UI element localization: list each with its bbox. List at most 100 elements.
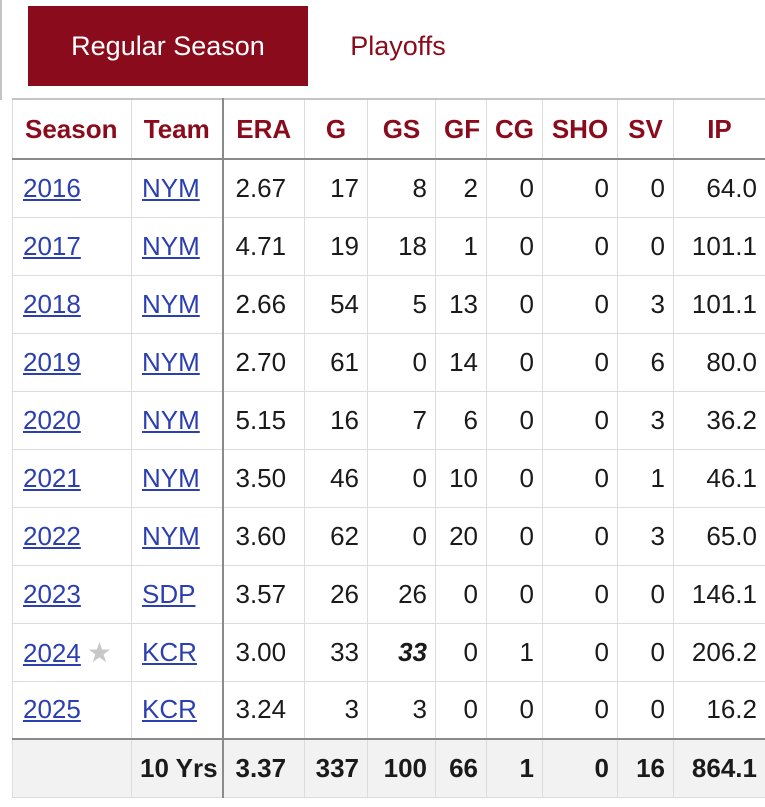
sv-cell: 0 bbox=[617, 622, 674, 682]
season-link[interactable]: 2021 bbox=[23, 462, 81, 493]
team-link[interactable]: NYM bbox=[142, 230, 200, 261]
sho-cell: 0 bbox=[542, 680, 618, 740]
team-link[interactable]: NYM bbox=[142, 404, 200, 435]
table-row: 2024 ★ KCR 3.00 33 33 0 1 0 0 206.2 bbox=[12, 622, 765, 682]
gf-cell: 2 bbox=[435, 158, 487, 218]
era-cell: 3.24 bbox=[222, 680, 305, 740]
table-row: 2019 NYM 2.70 61 0 14 0 0 6 80.0 bbox=[12, 332, 765, 392]
sho-cell: 0 bbox=[542, 448, 618, 508]
cg-cell: 0 bbox=[486, 332, 543, 392]
g-cell: 33 bbox=[304, 622, 368, 682]
gf-cell: 14 bbox=[435, 332, 487, 392]
gs-cell: 0 bbox=[367, 506, 436, 566]
column-header-sho[interactable]: SHO bbox=[542, 98, 618, 160]
cg-cell: 0 bbox=[486, 564, 543, 624]
sv-cell: 3 bbox=[617, 390, 674, 450]
tab-regular-season[interactable]: Regular Season bbox=[28, 6, 308, 86]
season-cell: 2018 bbox=[12, 274, 132, 334]
era-cell: 3.57 bbox=[222, 564, 305, 624]
team-link[interactable]: NYM bbox=[142, 288, 200, 319]
gf-cell: 13 bbox=[435, 274, 487, 334]
era-cell: 2.66 bbox=[222, 274, 305, 334]
totals-label: 10 Yrs bbox=[131, 738, 224, 798]
team-link[interactable]: NYM bbox=[142, 172, 200, 203]
era-cell: 3.00 bbox=[222, 622, 305, 682]
table-row: 2025 KCR 3.24 3 3 0 0 0 0 16.2 bbox=[12, 680, 765, 740]
team-link[interactable]: KCR bbox=[142, 636, 197, 667]
team-link[interactable]: KCR bbox=[142, 694, 197, 725]
era-cell: 4.71 bbox=[222, 216, 305, 276]
season-link[interactable]: 2023 bbox=[23, 578, 81, 609]
sv-cell: 0 bbox=[617, 158, 674, 218]
era-cell: 3.50 bbox=[222, 448, 305, 508]
gf-cell: 0 bbox=[435, 564, 487, 624]
season-link[interactable]: 2025 bbox=[23, 694, 81, 725]
ip-cell: 101.1 bbox=[673, 274, 765, 334]
table-header-row: Season Team ERA G GS GF CG SHO SV IP bbox=[12, 98, 765, 160]
column-header-sv[interactable]: SV bbox=[617, 98, 674, 160]
sv-cell: 0 bbox=[617, 564, 674, 624]
season-cell: 2020 bbox=[12, 390, 132, 450]
season-cell: 2024 ★ bbox=[12, 622, 132, 682]
season-link[interactable]: 2022 bbox=[23, 520, 81, 551]
totals-ip: 864.1 bbox=[673, 738, 765, 798]
sho-cell: 0 bbox=[542, 564, 618, 624]
gs-cell: 26 bbox=[367, 564, 436, 624]
table-row: 2021 NYM 3.50 46 0 10 0 0 1 46.1 bbox=[12, 448, 765, 508]
totals-gs: 100 bbox=[367, 738, 436, 798]
cg-cell: 0 bbox=[486, 274, 543, 334]
g-cell: 26 bbox=[304, 564, 368, 624]
team-cell: NYM bbox=[131, 332, 224, 392]
totals-era: 3.37 bbox=[222, 738, 305, 798]
era-cell: 2.67 bbox=[222, 158, 305, 218]
team-cell: NYM bbox=[131, 448, 224, 508]
season-cell: 2022 bbox=[12, 506, 132, 566]
team-link[interactable]: SDP bbox=[142, 578, 196, 609]
column-header-team[interactable]: Team bbox=[131, 98, 224, 160]
team-link[interactable]: NYM bbox=[142, 462, 200, 493]
tab-playoffs[interactable]: Playoffs bbox=[350, 30, 446, 61]
team-link[interactable]: NYM bbox=[142, 520, 200, 551]
column-header-ip[interactable]: IP bbox=[673, 98, 765, 160]
season-link[interactable]: 2019 bbox=[23, 346, 81, 377]
gf-cell: 0 bbox=[435, 680, 487, 740]
team-link[interactable]: NYM bbox=[142, 346, 200, 377]
totals-cg: 1 bbox=[486, 738, 543, 798]
team-cell: SDP bbox=[131, 564, 224, 624]
column-header-g[interactable]: G bbox=[304, 98, 368, 160]
season-type-tabs: Regular Season Playoffs bbox=[0, 0, 765, 100]
ip-cell: 64.0 bbox=[673, 158, 765, 218]
team-cell: NYM bbox=[131, 158, 224, 218]
column-header-cg[interactable]: CG bbox=[486, 98, 543, 160]
season-link[interactable]: 2016 bbox=[23, 172, 81, 203]
table-row: 2023 SDP 3.57 26 26 0 0 0 0 146.1 bbox=[12, 564, 765, 624]
gf-cell: 10 bbox=[435, 448, 487, 508]
sv-cell: 0 bbox=[617, 680, 674, 740]
season-link[interactable]: 2020 bbox=[23, 404, 81, 435]
season-link[interactable]: 2024 bbox=[23, 637, 81, 668]
totals-row: 10 Yrs 3.37 337 100 66 1 0 16 864.1 bbox=[12, 738, 765, 798]
ip-cell: 36.2 bbox=[673, 390, 765, 450]
era-cell: 3.60 bbox=[222, 506, 305, 566]
gf-cell: 6 bbox=[435, 390, 487, 450]
sho-cell: 0 bbox=[542, 216, 618, 276]
season-cell: 2023 bbox=[12, 564, 132, 624]
totals-empty-cell bbox=[12, 738, 132, 798]
cg-cell: 0 bbox=[486, 158, 543, 218]
sv-cell: 3 bbox=[617, 274, 674, 334]
team-cell: NYM bbox=[131, 390, 224, 450]
table-row: 2020 NYM 5.15 16 7 6 0 0 3 36.2 bbox=[12, 390, 765, 450]
column-header-gf[interactable]: GF bbox=[435, 98, 487, 160]
sho-cell: 0 bbox=[542, 274, 618, 334]
column-header-era[interactable]: ERA bbox=[222, 98, 305, 160]
ip-cell: 101.1 bbox=[673, 216, 765, 276]
sv-cell: 1 bbox=[617, 448, 674, 508]
g-cell: 17 bbox=[304, 158, 368, 218]
ip-cell: 206.2 bbox=[673, 622, 765, 682]
season-link[interactable]: 2017 bbox=[23, 230, 81, 261]
g-cell: 16 bbox=[304, 390, 368, 450]
season-link[interactable]: 2018 bbox=[23, 288, 81, 319]
column-header-gs[interactable]: GS bbox=[367, 98, 436, 160]
team-cell: NYM bbox=[131, 274, 224, 334]
column-header-season[interactable]: Season bbox=[12, 98, 132, 160]
